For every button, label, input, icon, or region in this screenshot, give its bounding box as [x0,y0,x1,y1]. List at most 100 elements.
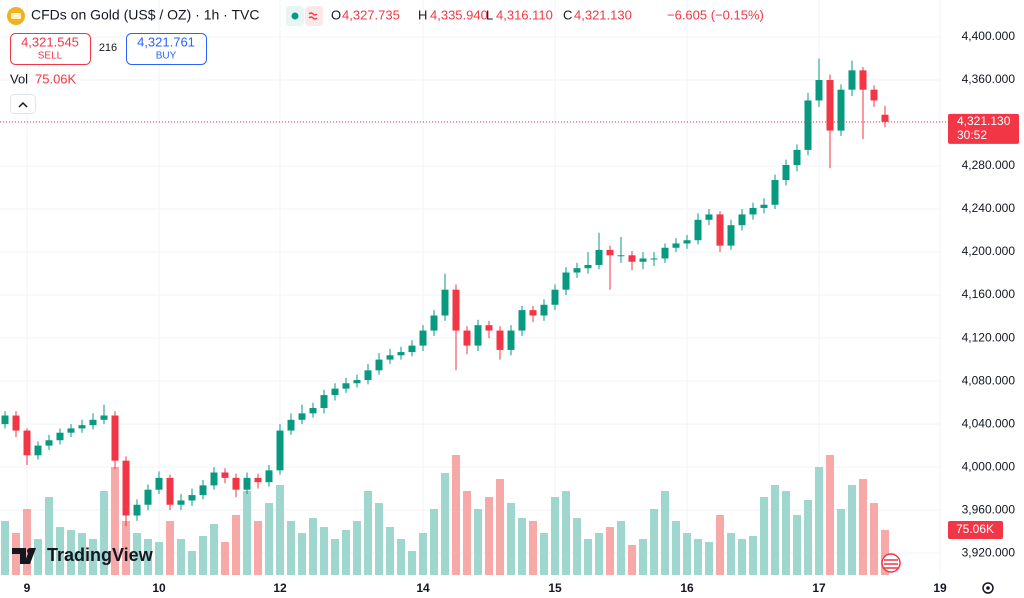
candle-body [573,268,581,273]
candle-body [804,100,812,150]
y-tick-label: 4,000.000 [962,459,1016,473]
quote-key: L [486,7,493,22]
volume-bar [661,491,669,575]
status-icon [308,12,318,20]
candle-body [23,430,31,456]
candle-body [738,214,746,226]
candle-body [232,477,240,490]
candle-body [430,315,438,331]
volume-header-value: 75.06K [35,71,77,86]
candle-body [661,247,669,259]
change: −6.605 (−0.15%) [667,7,764,22]
candle-body [529,310,537,316]
y-tick-label: 4,400.000 [962,29,1016,43]
candle-body [67,428,75,433]
candle-body [452,289,460,331]
volume-bar [859,479,867,575]
grid [0,0,941,575]
candle-body [397,352,405,356]
candle-body [782,164,790,181]
candle-body [342,383,350,389]
candle-body [650,258,658,260]
x-tick-label: 10 [152,581,166,595]
volume-bar [210,524,218,575]
volume-bar [760,497,768,575]
candle-body [298,413,306,420]
y-tick-label: 4,200.000 [962,244,1016,258]
volume-bar [529,521,537,575]
candle-body [870,89,878,101]
candle-layer [1,58,889,527]
volume-bar [826,455,834,575]
volume-bar [848,485,856,575]
sell-button[interactable] [10,33,91,65]
candle-body [45,440,53,446]
candle-body [485,325,493,331]
volume-bar [639,539,647,575]
settings-icon[interactable] [982,582,994,594]
candle-body [1,415,9,425]
x-tick-label: 12 [273,581,287,595]
volume-bar [683,533,691,575]
y-tick-label: 3,920.000 [962,545,1016,559]
volume-bar [364,491,372,575]
volume-bar [672,521,680,575]
candle-body [760,204,768,208]
volume-bar [837,509,845,575]
candle-body [727,225,735,246]
candle-body [353,380,361,384]
y-tick-label: 4,120.000 [962,330,1016,344]
volume-bar [276,485,284,575]
countdown: 30:52 [957,128,987,142]
candle-body [386,355,394,360]
flag-icon[interactable] [881,553,901,573]
candle-body [188,495,196,501]
volume-bar [100,491,108,575]
volume-bar [144,539,152,575]
candle-body [705,214,713,220]
candle-body [617,255,625,257]
candle-body [144,489,152,505]
status-badge[interactable] [305,6,323,26]
logo-dot [27,548,33,554]
candle-body [210,472,218,486]
quote-value: 4,316.110 [496,7,553,22]
candle-body [320,395,328,408]
buy-button[interactable] [126,33,207,65]
candle-body [243,477,251,490]
volume-tag-label: 75.06K [956,522,994,536]
volume-bar [441,473,449,575]
candle-body [166,477,174,505]
candle-body [716,214,724,246]
volume-bar [408,551,416,575]
candle-body [221,472,229,478]
last-price-tag [948,113,1019,144]
candle-body [551,289,559,305]
candle-body [463,330,471,346]
candle-body [12,415,20,431]
volume-bar [881,529,889,575]
volume-bar [650,509,658,575]
volume-bar [782,491,790,575]
y-tick-label: 4,040.000 [962,416,1016,430]
candle-body [749,207,757,215]
candle-body [100,415,108,420]
volume-bar [45,497,53,575]
volume-bar [551,497,559,575]
volume-bar [320,527,328,575]
candle-body [331,388,339,396]
volume-bar [166,521,174,575]
y-tick-label: 3,960.000 [962,502,1016,516]
volume-bar [56,527,64,575]
candle-body [826,80,834,131]
volume-bar [474,509,482,575]
volume-bar [309,518,317,575]
volume-title: Vol [10,71,28,86]
volume-bar [1,521,9,575]
candle-body [89,419,97,426]
volume-bar [727,533,735,575]
candle-body [287,419,295,431]
candle-body [441,289,449,316]
volume-bar [573,518,581,575]
settings-center [986,586,990,590]
